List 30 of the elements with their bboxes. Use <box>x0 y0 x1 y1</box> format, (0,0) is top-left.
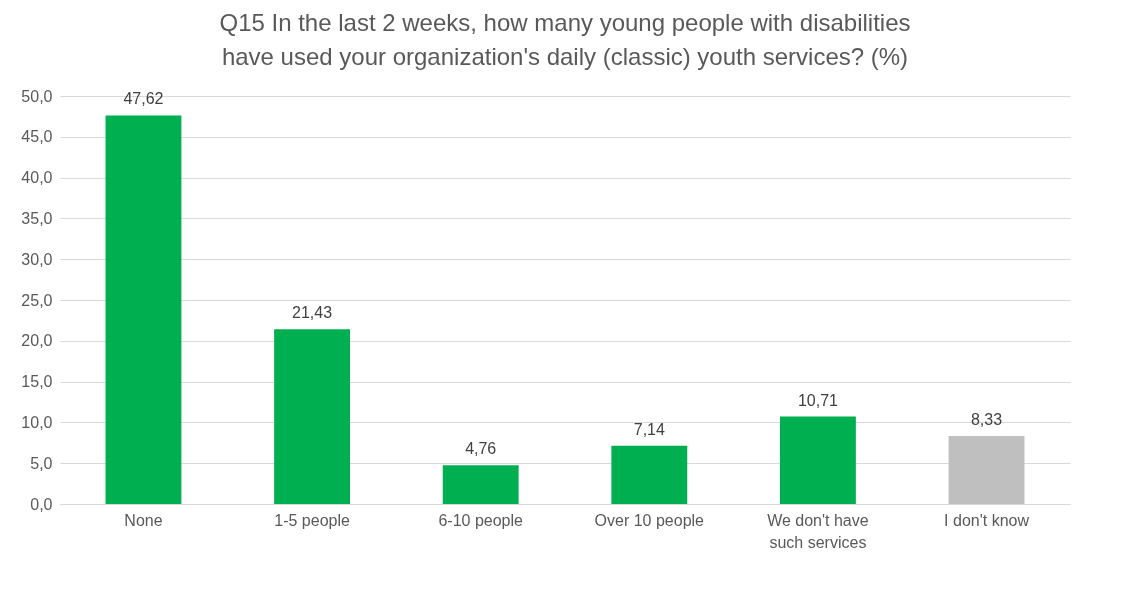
x-tick-label: I don't know <box>944 511 1030 529</box>
bar <box>442 465 519 504</box>
y-tick-label: 45,0 <box>21 128 53 146</box>
y-tick-label: 35,0 <box>21 209 53 227</box>
data-label: 21,43 <box>292 304 333 322</box>
y-tick-label: 50,0 <box>21 87 53 105</box>
bar <box>611 445 688 504</box>
x-tick-label: None <box>124 511 163 529</box>
y-tick-label: 5,0 <box>30 454 53 472</box>
bar <box>948 436 1025 504</box>
bar <box>779 416 856 504</box>
y-tick-label: 20,0 <box>21 332 53 350</box>
y-tick-label: 30,0 <box>21 250 53 268</box>
chart-title: Q15 In the last 2 weeks, how many young people with disabilities have used your organization's daily (classic) youth services? (%) <box>219 9 911 70</box>
y-tick-label: 40,0 <box>21 169 53 187</box>
data-label: 10,71 <box>797 391 839 409</box>
data-label: 8,33 <box>970 411 1003 429</box>
data-label: 47,62 <box>123 90 164 108</box>
x-tick-label: We don't have such services <box>767 511 869 551</box>
bar <box>105 115 182 504</box>
y-tick-label: 25,0 <box>21 291 53 309</box>
x-tick-label: Over 10 people <box>594 511 705 529</box>
y-tick-label: 15,0 <box>21 373 53 391</box>
y-tick-label: 0,0 <box>30 495 53 513</box>
data-label: 7,14 <box>633 420 665 438</box>
bar <box>274 329 351 504</box>
data-label: 4,76 <box>465 440 497 458</box>
x-tick-label: 1-5 people <box>274 511 350 529</box>
x-tick-label: 6-10 people <box>438 511 524 529</box>
y-tick-label: 10,0 <box>21 413 53 431</box>
